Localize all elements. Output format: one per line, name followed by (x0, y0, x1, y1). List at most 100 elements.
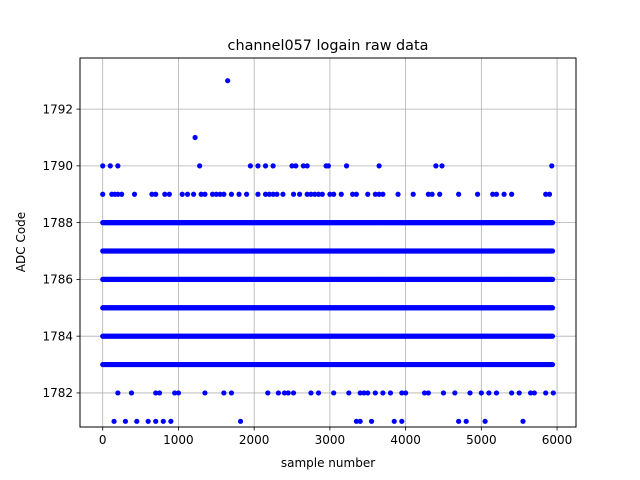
data-point (353, 418, 359, 424)
data-point (149, 191, 155, 197)
data-point (338, 191, 344, 197)
data-point (128, 390, 135, 396)
data-point (134, 418, 140, 424)
data-point (368, 418, 375, 424)
data-point (308, 390, 314, 396)
data-point (440, 390, 447, 396)
data-point (275, 390, 281, 396)
data-point (403, 390, 409, 396)
data-point (410, 191, 416, 197)
data-point (111, 418, 117, 424)
data-point (312, 191, 318, 197)
data-point (549, 361, 556, 368)
data-point (270, 163, 276, 169)
data-point (463, 418, 469, 424)
data-point (265, 390, 271, 396)
data-point (280, 191, 286, 197)
data-point (300, 163, 306, 169)
data-point (247, 163, 253, 169)
data-point (520, 418, 526, 424)
data-point (437, 191, 443, 197)
data-point (160, 418, 166, 424)
data-point (531, 390, 537, 396)
data-point (228, 191, 235, 197)
data-point (372, 390, 378, 396)
data-point (213, 191, 219, 197)
data-point (516, 390, 522, 396)
data-point (153, 418, 159, 424)
data-point (290, 191, 297, 197)
data-point (549, 220, 556, 226)
data-point (439, 163, 445, 169)
data-point (192, 134, 198, 141)
data-point (365, 390, 371, 396)
x-tick-label: 5000 (466, 433, 497, 447)
data-point (237, 418, 244, 424)
x-tick-label: 3000 (315, 433, 346, 447)
data-point (549, 276, 556, 282)
data-point (236, 191, 242, 197)
data-points (100, 78, 556, 424)
data-point (350, 191, 356, 197)
plot-frame (79, 57, 577, 428)
x-tick-label: 2000 (239, 433, 270, 447)
data-point (343, 163, 350, 169)
data-point (527, 390, 534, 396)
data-point (153, 191, 159, 197)
data-point (549, 163, 555, 169)
data-point (399, 390, 405, 396)
data-point (198, 191, 204, 197)
data-point (509, 191, 515, 197)
data-point (115, 390, 121, 396)
data-point (221, 191, 227, 197)
data-point (290, 390, 297, 396)
data-point (399, 418, 405, 424)
data-point (153, 390, 159, 396)
x-tick-label: 4000 (390, 433, 421, 447)
data-point (365, 191, 371, 197)
data-point (172, 390, 178, 396)
data-point (456, 418, 462, 424)
x-tick-label: 1000 (163, 433, 194, 447)
data-point (467, 390, 473, 396)
data-point (228, 390, 235, 396)
data-point (353, 191, 359, 197)
data-point (331, 390, 337, 396)
data-point (380, 390, 386, 396)
data-point (474, 191, 481, 197)
data-point (395, 191, 401, 197)
data-point (493, 390, 500, 396)
x-axis-ticks: 0 1000 2000 3000 4000 5000 6000 (99, 427, 572, 447)
data-point (308, 191, 314, 197)
data-point (429, 191, 435, 197)
data-point (281, 390, 288, 396)
x-axis-label: sample number (281, 456, 375, 470)
data-point (145, 418, 151, 424)
data-point (478, 390, 484, 396)
chart-title: channel057 logain raw data (228, 38, 429, 54)
data-point (490, 191, 496, 197)
data-point (421, 390, 428, 396)
data-point (357, 390, 363, 396)
data-point (209, 191, 216, 197)
data-point (509, 390, 515, 396)
data-point (456, 191, 462, 197)
data-point (543, 390, 549, 396)
data-point (501, 191, 507, 197)
data-point (319, 191, 325, 197)
data-point (107, 163, 113, 169)
data-point (549, 333, 556, 339)
data-point (425, 390, 431, 396)
y-tick-label: 1782 (42, 386, 73, 400)
data-point (115, 163, 121, 169)
data-point (119, 191, 125, 197)
data-point (131, 191, 138, 197)
data-point (391, 418, 397, 424)
data-point (304, 191, 310, 197)
y-axis-ticks: 1782 1784 1786 1788 1790 1792 (42, 102, 80, 400)
data-point (262, 191, 269, 197)
data-point (380, 191, 386, 197)
data-point (549, 305, 556, 311)
